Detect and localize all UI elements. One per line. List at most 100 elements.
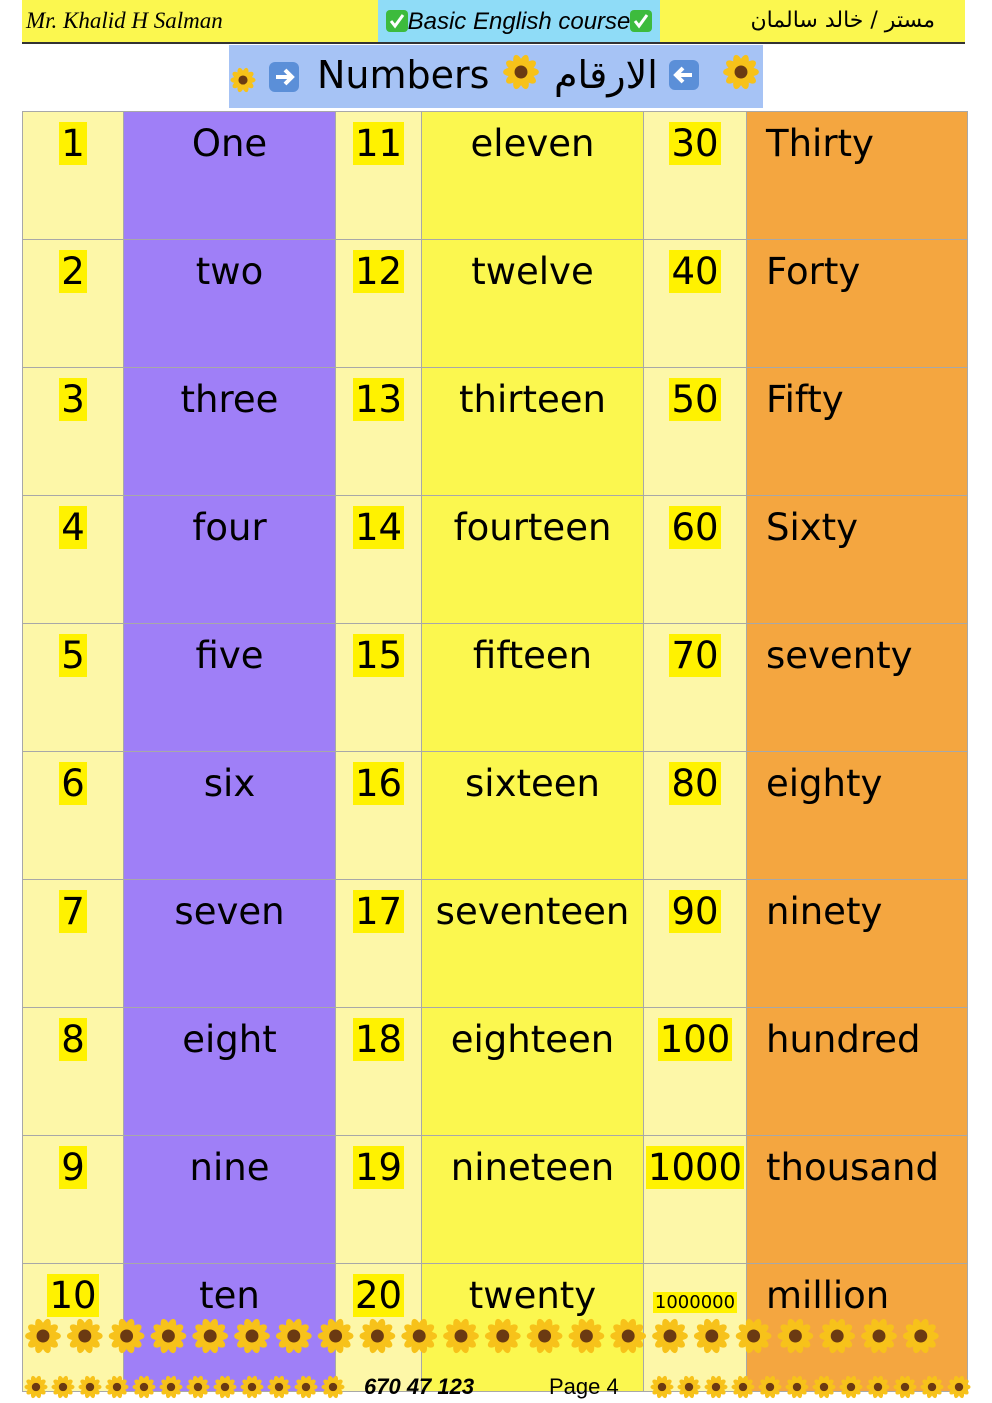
number-cell: 1000 <box>643 1135 747 1264</box>
number: 13 <box>352 378 405 421</box>
sunflower-small <box>704 1375 728 1399</box>
sunflower <box>484 1318 521 1354</box>
table-row: 2 two 12 twelve 40 Forty <box>22 239 968 368</box>
sunflower-small <box>105 1375 129 1399</box>
sunflower <box>652 1318 688 1354</box>
number-cell: 40 <box>643 239 747 368</box>
number-word: Forty <box>766 250 861 293</box>
sunflower <box>610 1318 647 1354</box>
table-row: 8 eight 18 eighteen 100 hundred <box>22 1007 968 1136</box>
course-name: Basic English course <box>378 0 660 42</box>
title-flower <box>723 54 759 90</box>
number: 1 <box>59 122 87 165</box>
number-cell: 8 <box>22 1007 124 1136</box>
word-cell: Thirty <box>746 111 968 240</box>
sunflower-small <box>321 1375 345 1399</box>
number-word: Thirty <box>766 122 874 165</box>
number: 8 <box>59 1018 87 1061</box>
table-row: 1 One 11 eleven 30 Thirty <box>22 111 968 240</box>
number-word: twenty <box>468 1274 597 1317</box>
sunflower-small <box>650 1375 674 1399</box>
number: 5 <box>59 634 87 677</box>
table-row: 4 four 14 fourteen 60 Sixty <box>22 495 968 624</box>
number: 40 <box>669 250 721 293</box>
number: 12 <box>352 250 405 293</box>
number-word: fourteen <box>453 506 612 549</box>
number-word: ten <box>199 1274 260 1317</box>
number-word: nine <box>189 1146 270 1189</box>
number-word: thirteen <box>459 378 606 421</box>
number-cell: 18 <box>335 1007 422 1136</box>
sunflower <box>735 1318 772 1354</box>
number: 1000000 <box>652 1292 738 1313</box>
sunflower-small <box>947 1375 971 1399</box>
number-word: two <box>195 250 264 293</box>
number-word: three <box>180 378 279 421</box>
check-icon <box>630 10 653 32</box>
word-cell: eight <box>123 1007 336 1136</box>
number-word: eighteen <box>450 1018 615 1061</box>
sunflower-small <box>186 1375 210 1399</box>
number-word: eleven <box>470 122 595 165</box>
sunflower <box>902 1318 939 1354</box>
sunflower-small <box>893 1375 917 1399</box>
number-word: seven <box>174 890 285 933</box>
number-cell: 60 <box>643 495 747 624</box>
number-word: thousand <box>766 1146 939 1189</box>
number-cell: 16 <box>335 751 422 880</box>
number-cell: 9 <box>22 1135 124 1264</box>
word-cell: Forty <box>746 239 968 368</box>
number: 3 <box>59 378 87 421</box>
number-word: seventeen <box>435 890 630 933</box>
number: 70 <box>669 634 721 677</box>
page-number: Page 4 <box>549 1374 619 1399</box>
number: 9 <box>59 1146 87 1189</box>
word-cell: twelve <box>421 239 644 368</box>
number-cell: 4 <box>22 495 124 624</box>
number-word: eight <box>182 1018 277 1061</box>
sunflower-small <box>839 1375 863 1399</box>
sunflower-small <box>78 1375 102 1399</box>
header: Mr. Khalid H Salman Basic English course… <box>22 0 965 44</box>
title-box: Numbers الارقام <box>229 45 763 108</box>
word-cell: thirteen <box>421 367 644 496</box>
number-cell: 90 <box>643 879 747 1008</box>
numbers-table: 1 One 11 eleven 30 Thirty 2 two 12 twelve 40 Forty 3… <box>22 111 968 1392</box>
number: 18 <box>352 1018 405 1061</box>
number: 2 <box>59 250 87 293</box>
title-icons <box>269 60 699 92</box>
word-cell: seventy <box>746 623 968 752</box>
number-word: eighty <box>766 762 883 805</box>
sunflower-small <box>758 1375 782 1399</box>
sunflower-small <box>132 1375 156 1399</box>
number-cell: 50 <box>643 367 747 496</box>
title-flower <box>230 67 256 93</box>
number-cell: 19 <box>335 1135 422 1264</box>
number-word: sixteen <box>465 762 600 805</box>
word-cell: fourteen <box>421 495 644 624</box>
number: 60 <box>669 506 721 549</box>
table-row: 9 nine 19 nineteen 1000 thousand <box>22 1135 968 1264</box>
sunflower-small <box>294 1375 318 1399</box>
number-cell: 6 <box>22 751 124 880</box>
title-english: Numbers <box>317 53 490 97</box>
sunflower <box>275 1318 312 1354</box>
sunflower <box>66 1318 103 1354</box>
word-cell: nine <box>123 1135 336 1264</box>
word-cell: six <box>123 751 336 880</box>
number: 14 <box>352 506 405 549</box>
sunflower <box>777 1318 814 1354</box>
check-icon <box>385 10 408 32</box>
sunflower <box>568 1318 605 1354</box>
number: 10 <box>47 1274 99 1317</box>
sunflower-small <box>785 1375 809 1399</box>
number-word: six <box>203 762 256 805</box>
sunflower <box>108 1318 145 1354</box>
sunflower-small <box>159 1375 183 1399</box>
number-cell: 17 <box>335 879 422 1008</box>
number-cell: 1 <box>22 111 124 240</box>
sunflower <box>693 1318 730 1354</box>
word-cell: hundred <box>746 1007 968 1136</box>
